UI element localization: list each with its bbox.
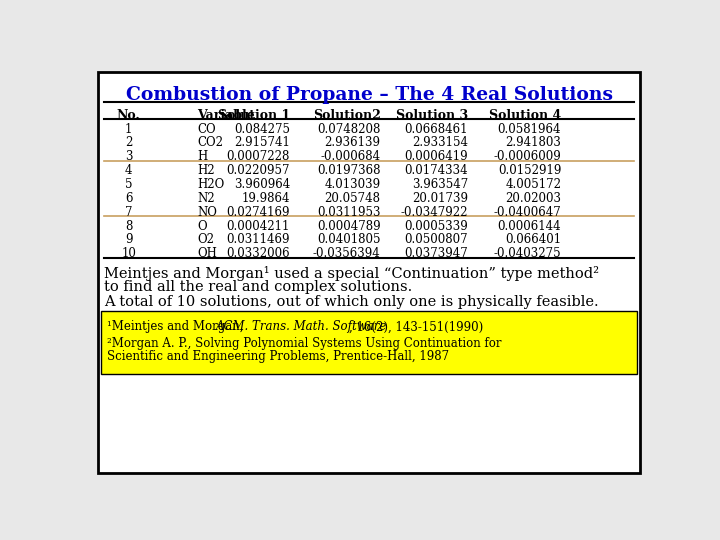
- Text: 0.0500807: 0.0500807: [405, 233, 468, 246]
- Text: 20.05748: 20.05748: [325, 192, 381, 205]
- Text: 10: 10: [121, 247, 136, 260]
- Text: -0.0400647: -0.0400647: [493, 206, 561, 219]
- Text: CO: CO: [197, 123, 215, 136]
- Text: No.: No.: [117, 110, 140, 123]
- Text: 4.005172: 4.005172: [505, 178, 561, 191]
- Text: 2.936139: 2.936139: [325, 137, 381, 150]
- Text: -0.0403275: -0.0403275: [494, 247, 561, 260]
- Text: 0.0748208: 0.0748208: [318, 123, 381, 136]
- Text: 19.9864: 19.9864: [241, 192, 290, 205]
- Text: to find all the real and complex solutions.: to find all the real and complex solutio…: [104, 280, 412, 294]
- Text: 0.0197368: 0.0197368: [317, 164, 381, 177]
- Text: -0.000684: -0.000684: [320, 150, 381, 163]
- Text: Solution 3: Solution 3: [396, 110, 468, 123]
- Text: 9: 9: [125, 233, 132, 246]
- Text: 0.0006419: 0.0006419: [405, 150, 468, 163]
- Text: ¹Meintjes and Morgan,: ¹Meintjes and Morgan,: [107, 320, 247, 333]
- Text: Solution 4: Solution 4: [489, 110, 561, 123]
- Text: Meintjes and Morgan¹ used a special “Continuation” type method²: Meintjes and Morgan¹ used a special “Con…: [104, 266, 599, 281]
- Text: 0.066401: 0.066401: [505, 233, 561, 246]
- Text: 0.0581964: 0.0581964: [498, 123, 561, 136]
- Text: O: O: [197, 220, 207, 233]
- Text: 0.0004211: 0.0004211: [227, 220, 290, 233]
- Text: 5: 5: [125, 178, 132, 191]
- Text: 2.915741: 2.915741: [234, 137, 290, 150]
- Text: ACM. Trans. Math. Software: ACM. Trans. Math. Software: [216, 320, 387, 333]
- Text: Solution2: Solution2: [312, 110, 381, 123]
- Text: 20.02003: 20.02003: [505, 192, 561, 205]
- Text: Solution 1: Solution 1: [217, 110, 290, 123]
- Text: 0.0274169: 0.0274169: [227, 206, 290, 219]
- Text: 20.01739: 20.01739: [412, 192, 468, 205]
- Text: 0.0004789: 0.0004789: [317, 220, 381, 233]
- Text: 0.0220957: 0.0220957: [227, 164, 290, 177]
- Text: ²Morgan A. P., Solving Polynomial Systems Using Continuation for: ²Morgan A. P., Solving Polynomial System…: [107, 338, 502, 350]
- Text: 0.0332006: 0.0332006: [226, 247, 290, 260]
- Text: 8: 8: [125, 220, 132, 233]
- Text: 0.0174334: 0.0174334: [405, 164, 468, 177]
- Text: Variable: Variable: [197, 110, 255, 123]
- Text: O2: O2: [197, 233, 214, 246]
- Text: 7: 7: [125, 206, 132, 219]
- Text: 0.0311469: 0.0311469: [227, 233, 290, 246]
- Text: 0.084275: 0.084275: [234, 123, 290, 136]
- Text: 0.0007228: 0.0007228: [227, 150, 290, 163]
- Text: -0.0006009: -0.0006009: [493, 150, 561, 163]
- Text: 0.0311953: 0.0311953: [317, 206, 381, 219]
- Text: 1: 1: [125, 123, 132, 136]
- Text: 0.0152919: 0.0152919: [498, 164, 561, 177]
- Text: 2: 2: [125, 137, 132, 150]
- Text: 0.0006144: 0.0006144: [498, 220, 561, 233]
- Text: Combustion of Propane – The 4 Real Solutions: Combustion of Propane – The 4 Real Solut…: [125, 86, 613, 104]
- Text: 6: 6: [125, 192, 132, 205]
- Text: 2.941803: 2.941803: [505, 137, 561, 150]
- Text: 3.963547: 3.963547: [412, 178, 468, 191]
- Text: 4: 4: [125, 164, 132, 177]
- Bar: [101, 311, 637, 374]
- Text: OH: OH: [197, 247, 217, 260]
- Text: 0.0373947: 0.0373947: [405, 247, 468, 260]
- Text: 3.960964: 3.960964: [234, 178, 290, 191]
- Text: H2: H2: [197, 164, 215, 177]
- Text: H2O: H2O: [197, 178, 224, 191]
- Text: A total of 10 solutions, out of which only one is physically feasible.: A total of 10 solutions, out of which on…: [104, 295, 598, 309]
- Text: Scientific and Engineering Problems, Prentice-Hall, 1987: Scientific and Engineering Problems, Pre…: [107, 350, 449, 363]
- Text: CO2: CO2: [197, 137, 223, 150]
- Text: 0.0005339: 0.0005339: [405, 220, 468, 233]
- Text: , 16(2), 143-151(1990): , 16(2), 143-151(1990): [348, 320, 483, 333]
- Text: N2: N2: [197, 192, 215, 205]
- Text: 4.013039: 4.013039: [325, 178, 381, 191]
- Text: 0.0401805: 0.0401805: [317, 233, 381, 246]
- Text: 0.0668461: 0.0668461: [405, 123, 468, 136]
- Text: 2.933154: 2.933154: [412, 137, 468, 150]
- Text: NO: NO: [197, 206, 217, 219]
- Text: H: H: [197, 150, 207, 163]
- Text: -0.0356394: -0.0356394: [313, 247, 381, 260]
- Text: -0.0347922: -0.0347922: [401, 206, 468, 219]
- Text: 3: 3: [125, 150, 132, 163]
